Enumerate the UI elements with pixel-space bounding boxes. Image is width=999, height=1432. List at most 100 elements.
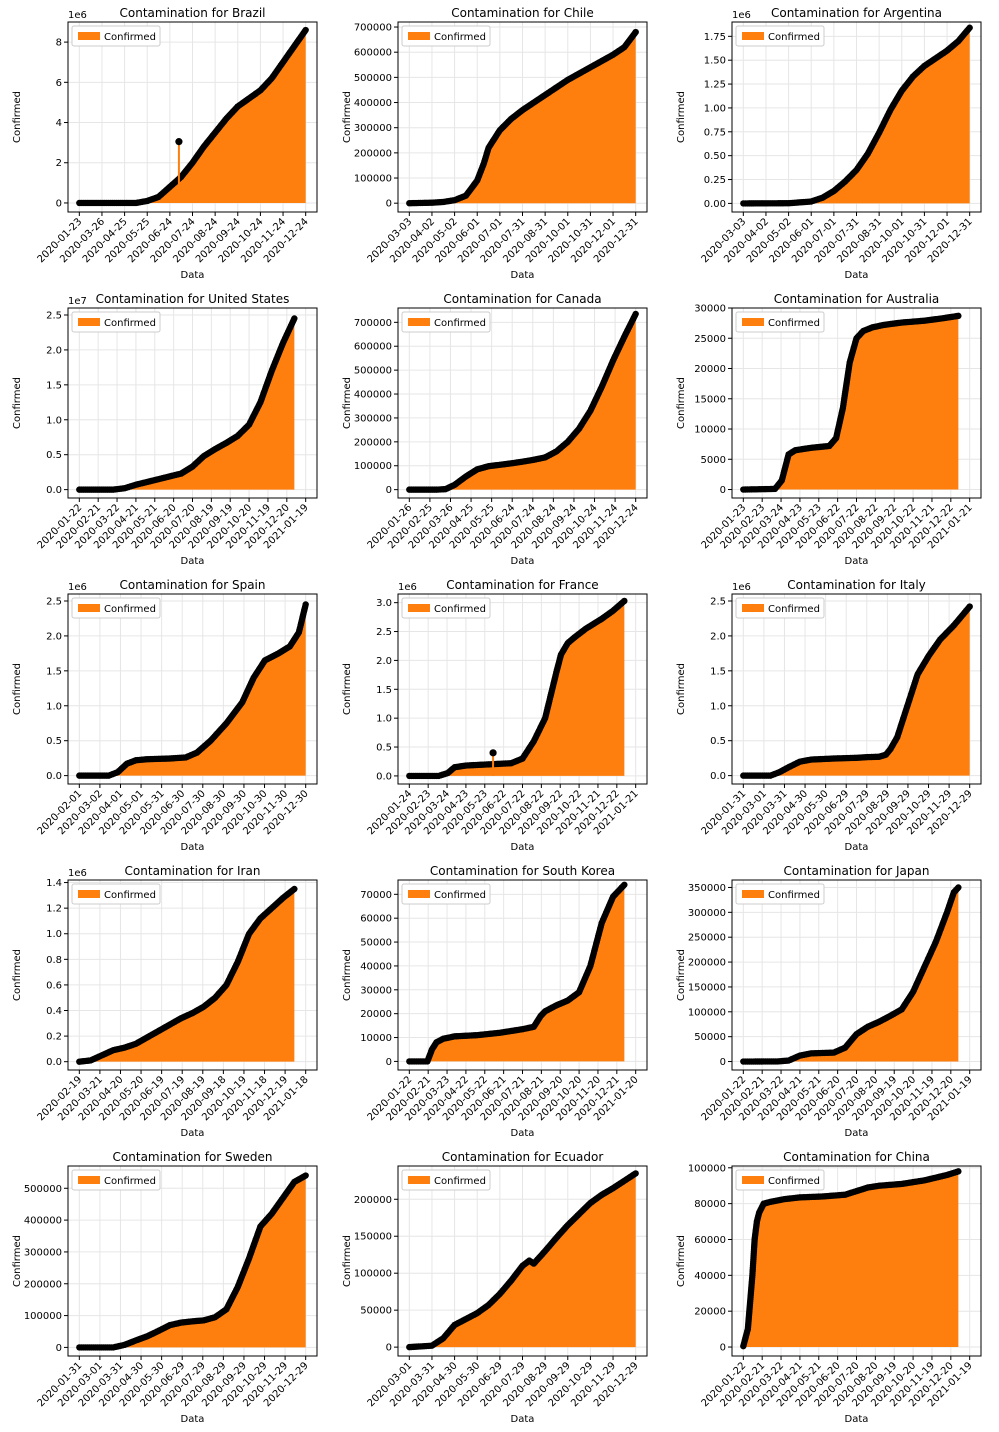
y-tick-label: 0 <box>56 198 62 209</box>
y-tick-label: 20000 <box>694 364 726 375</box>
legend-label: Confirmed <box>768 318 820 329</box>
chart-svg: 0.000.250.500.751.001.251.501.751e62020-… <box>676 6 982 281</box>
chart-panel: 0 50000 100000 150000 200000 250000 300000 3500… <box>666 858 999 1144</box>
y-tick-label: 200000 <box>688 958 726 969</box>
legend-swatch <box>742 318 764 326</box>
legend-label: Confirmed <box>434 604 486 615</box>
series-area <box>743 1171 959 1348</box>
y-axis-label: Confirmed <box>342 377 353 429</box>
legend-label: Confirmed <box>104 32 156 43</box>
y-tick-label: 600000 <box>354 342 392 353</box>
legend-box <box>71 25 161 47</box>
chart-panel: 0 5000 10000 15000 20000 25000 30000 2020-01-23… <box>666 286 999 572</box>
chart-title: Contamination for Iran <box>125 864 261 878</box>
x-axis-label: Data <box>511 842 535 853</box>
chart-title: Contamination for Sweden <box>113 1150 273 1164</box>
y-offset-label: 1e6 <box>68 868 87 879</box>
series-point <box>302 26 309 34</box>
series-area <box>79 604 306 776</box>
chart-title: Contamination for Spain <box>119 578 265 592</box>
series-area <box>743 27 970 204</box>
y-tick-label: 150000 <box>354 1232 392 1243</box>
series-area <box>743 887 959 1062</box>
y-axis-label: Confirmed <box>342 663 353 715</box>
plot-frame <box>397 307 648 499</box>
series-point <box>632 1170 639 1177</box>
chart-panel: 0 2 4 6 8 1e6 2020-01-23 2020-03-26 2020-04-25 20… <box>0 0 333 286</box>
legend-label: Confirmed <box>434 1176 486 1187</box>
y-tick-label: 100000 <box>354 461 392 472</box>
y-axis-label: Confirmed <box>676 663 687 715</box>
y-tick-label: 100000 <box>688 1007 726 1018</box>
series-point <box>621 597 628 605</box>
y-axis-label: Confirmed <box>342 91 353 143</box>
y-tick-label: 4 <box>56 118 62 129</box>
y-tick-label: 200000 <box>354 437 392 448</box>
chart-title: Contamination for China <box>783 1150 930 1164</box>
y-tick-label: 10000 <box>694 425 726 436</box>
y-tick-label: 1.50 <box>704 56 726 67</box>
series-markers <box>740 603 973 779</box>
y-axis-label: Confirmed <box>342 1235 353 1287</box>
y-tick-label: 100000 <box>688 1163 726 1174</box>
chart-title: Contamination for South Korea <box>430 864 615 878</box>
y-axis-label: Confirmed <box>12 663 23 715</box>
y-axis-label: Confirmed <box>12 377 23 429</box>
y-tick-label: 1.0 <box>46 701 62 712</box>
chart-panel: 0 10000 20000 30000 40000 50000 60000 70000 2020… <box>333 858 666 1144</box>
y-offset-label: 1e6 <box>68 582 87 593</box>
y-tick-label: 10000 <box>360 1033 392 1044</box>
chart-title: Contamination for Italy <box>787 578 926 592</box>
chart-title: Contamination for Canada <box>443 292 601 306</box>
legend-swatch <box>78 32 100 40</box>
y-tick-label: 20000 <box>360 1009 392 1020</box>
x-axis-label: Data <box>181 842 205 853</box>
spike-point <box>489 749 497 757</box>
series-point <box>291 315 298 322</box>
y-tick-label: 1.4 <box>46 878 62 889</box>
x-axis-label: Data <box>845 270 869 281</box>
y-tick-label: 0.0 <box>710 771 726 782</box>
y-tick-label: 50000 <box>694 1032 726 1043</box>
series-area <box>79 318 295 490</box>
y-tick-label: 1.5 <box>46 380 62 391</box>
y-tick-label: 0.0 <box>46 1057 62 1068</box>
chart-svg: 01000002000003000004000005000002020-01-3… <box>12 1150 318 1425</box>
y-tick-label: 1.0 <box>46 929 62 940</box>
y-tick-label: 1.5 <box>46 666 62 677</box>
y-tick-label: 0 <box>386 1057 392 1068</box>
chart-svg: 0.00.51.01.52.02.51e62020-01-312020-03-0… <box>676 578 982 853</box>
x-axis-label: Data <box>511 556 535 567</box>
legend-swatch <box>742 604 764 612</box>
chart-title: Contamination for Brazil <box>120 6 266 20</box>
y-tick-label: 0 <box>386 485 392 496</box>
y-tick-label: 0.0 <box>376 771 392 782</box>
y-tick-label: 8 <box>56 38 62 49</box>
y-tick-label: 2.5 <box>46 310 62 321</box>
series-markers <box>406 597 628 780</box>
chart-panel: 0 100000 200000 300000 400000 500000 2020-01-3… <box>0 1144 333 1430</box>
y-tick-label: 0.5 <box>46 450 62 461</box>
legend-swatch <box>78 604 100 612</box>
legend-box <box>401 25 491 47</box>
legend-swatch <box>408 1176 430 1184</box>
chart-title: Contamination for Australia <box>774 292 940 306</box>
y-tick-label: 200000 <box>354 1195 392 1206</box>
legend-swatch <box>78 318 100 326</box>
legend-swatch <box>742 1176 764 1184</box>
series-area <box>409 884 625 1062</box>
chart-svg: 0500001000001500002000002020-03-012020-0… <box>342 1150 648 1425</box>
chart-svg: 0100002000030000400005000060000700002020… <box>342 864 648 1139</box>
legend-box <box>735 883 825 905</box>
legend-label: Confirmed <box>434 890 486 901</box>
y-tick-label: 1.0 <box>710 701 726 712</box>
y-tick-label: 200000 <box>24 1279 62 1290</box>
chart-svg: 0.00.51.01.52.02.53.01e62020-01-242020-0… <box>342 578 648 853</box>
legend: Confirmed <box>71 311 161 333</box>
series-point <box>302 601 309 608</box>
y-tick-label: 300000 <box>354 123 392 134</box>
chart-svg: 0 50000 100000 150000 200000 250000 300000 3500… <box>676 864 982 1139</box>
legend-box <box>71 311 161 333</box>
y-tick-label: 0 <box>720 485 726 496</box>
y-tick-label: 0.8 <box>46 955 62 966</box>
